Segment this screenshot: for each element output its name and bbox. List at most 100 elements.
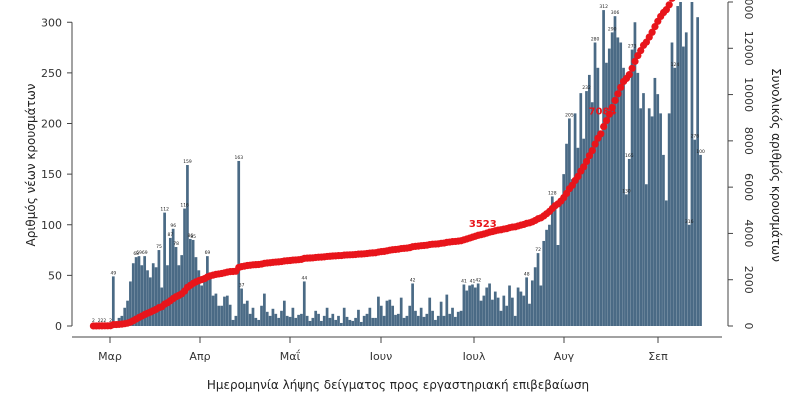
bar <box>456 311 460 326</box>
bar <box>331 313 335 326</box>
bar <box>131 263 135 326</box>
bar <box>251 307 255 326</box>
bar <box>280 310 283 326</box>
bar-value-label: 2 <box>92 318 95 324</box>
bar <box>345 316 349 326</box>
bar-value-label: 163 <box>235 155 244 161</box>
bar <box>257 319 261 326</box>
bar <box>556 245 560 326</box>
bar-value-label: 184 <box>702 0 711 2</box>
bar <box>428 297 432 326</box>
bar <box>465 290 469 326</box>
bar <box>245 300 249 326</box>
bar <box>254 317 258 326</box>
bar <box>630 49 634 327</box>
bar <box>613 16 617 327</box>
bar <box>354 317 357 326</box>
bar <box>362 315 366 327</box>
bar <box>539 285 543 326</box>
bar-value-label: 87 <box>168 232 174 238</box>
bar <box>434 319 437 326</box>
bar-value-label: 75 <box>156 244 162 250</box>
cumulative-point <box>617 83 625 91</box>
bar <box>157 250 161 326</box>
cumulative-point <box>614 90 622 98</box>
bar-value-label: 2 <box>103 318 106 324</box>
bar <box>371 317 375 326</box>
bar-value-label: 37 <box>239 283 245 289</box>
bar <box>596 67 600 326</box>
bar <box>357 309 360 326</box>
bar <box>568 118 571 326</box>
bar <box>485 287 489 326</box>
bar-value-label: 2 <box>109 318 112 324</box>
cumulative-point <box>608 103 616 112</box>
bar-value-label: 169 <box>708 0 717 2</box>
bar-value-label: 165 <box>625 153 634 159</box>
bar <box>473 287 477 326</box>
bar <box>482 295 486 327</box>
bar-value-label: 290 <box>608 26 617 32</box>
bar <box>334 319 337 326</box>
bar <box>325 307 329 326</box>
bar <box>200 285 204 326</box>
bar-value-label: 128 <box>548 190 557 196</box>
bar <box>570 179 574 326</box>
bar <box>302 281 306 326</box>
bar <box>411 283 414 326</box>
bar <box>445 294 449 326</box>
bar <box>308 320 312 326</box>
bar <box>137 256 141 326</box>
cumulative-point <box>628 64 636 72</box>
bar <box>151 263 155 326</box>
bar <box>291 307 295 326</box>
bar <box>616 37 620 326</box>
bar <box>459 310 463 326</box>
bar <box>365 313 369 326</box>
bar-value-label: 273 <box>628 44 637 50</box>
bar <box>271 308 275 326</box>
bar-value-label: 159 <box>183 159 192 165</box>
bar <box>536 253 540 326</box>
bar <box>314 310 318 326</box>
bar <box>263 293 266 326</box>
cumulative-point <box>625 71 633 79</box>
bar <box>633 22 637 326</box>
bar <box>545 229 548 326</box>
bar <box>379 305 383 326</box>
bar <box>676 6 680 327</box>
bar-value-label: 49 <box>111 270 117 276</box>
bar <box>493 291 497 326</box>
bar <box>322 315 326 327</box>
bar <box>667 113 671 327</box>
bar <box>129 281 132 326</box>
cumulative-point <box>580 163 588 171</box>
bar <box>146 270 149 326</box>
bar <box>285 315 289 327</box>
bar <box>243 303 246 326</box>
cumulative-point <box>605 110 613 118</box>
bar <box>448 313 452 326</box>
bar <box>397 313 400 326</box>
bar <box>300 313 303 326</box>
bar <box>211 295 215 327</box>
cumulative-point <box>631 57 639 65</box>
bar-value-label: 96 <box>170 223 176 229</box>
bar-value-label: 316 <box>685 219 694 225</box>
bar <box>491 299 494 326</box>
cumulative-point <box>668 0 676 2</box>
bar <box>502 295 506 327</box>
bar <box>416 315 420 327</box>
bar <box>587 74 591 327</box>
x-tick-label: Σεπ <box>648 350 668 363</box>
y2-tick-label: 6000 <box>742 173 755 201</box>
bar <box>528 303 531 326</box>
bar <box>622 67 625 326</box>
bar <box>548 224 551 326</box>
bar <box>154 267 158 326</box>
cumulative-point <box>597 130 605 138</box>
x-tick-label: Ιουν <box>370 350 392 363</box>
bar <box>559 204 563 326</box>
bar <box>590 102 594 327</box>
bar <box>468 285 471 326</box>
